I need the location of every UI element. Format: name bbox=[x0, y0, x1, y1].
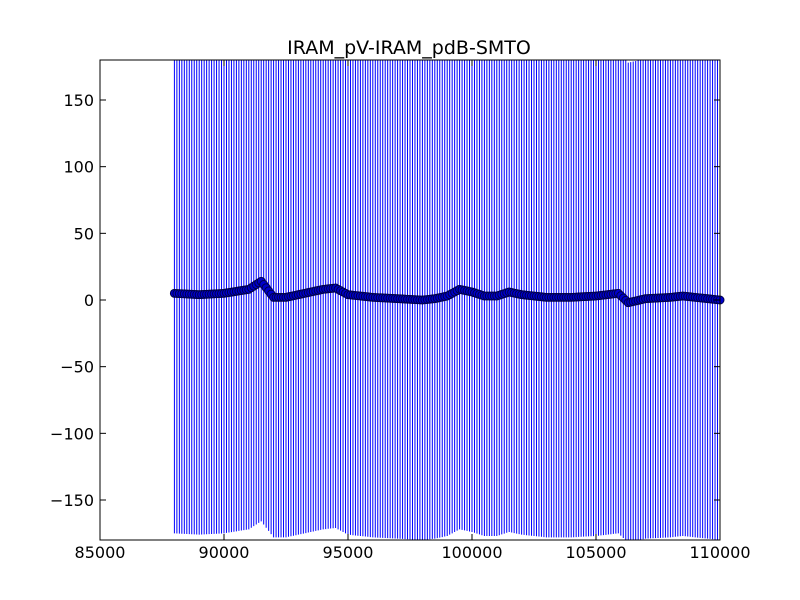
y-tick-label: 100 bbox=[63, 158, 94, 177]
y-axis: 150 100 50 0 −50 −100 −150 bbox=[50, 91, 720, 510]
chart-title: IRAM_pV-IRAM_pdB-SMTO bbox=[287, 37, 531, 59]
y-tick-label: 0 bbox=[84, 291, 94, 310]
x-tick-label: 85000 bbox=[75, 543, 126, 562]
y-tick-label: −50 bbox=[60, 358, 94, 377]
x-tick-label: 100000 bbox=[441, 543, 502, 562]
x-tick-label: 90000 bbox=[199, 543, 250, 562]
y-tick-label: 150 bbox=[63, 91, 94, 110]
x-tick-label: 105000 bbox=[565, 543, 626, 562]
marker-layer bbox=[169, 276, 725, 308]
x-tick-label: 110000 bbox=[689, 543, 750, 562]
y-tick-label: 50 bbox=[74, 224, 94, 243]
x-tick-label: 95000 bbox=[323, 543, 374, 562]
x-axis: 85000 90000 95000 100000 105000 110000 bbox=[75, 60, 751, 562]
y-tick-label: −100 bbox=[50, 424, 94, 443]
y-tick-label: −150 bbox=[50, 491, 94, 510]
